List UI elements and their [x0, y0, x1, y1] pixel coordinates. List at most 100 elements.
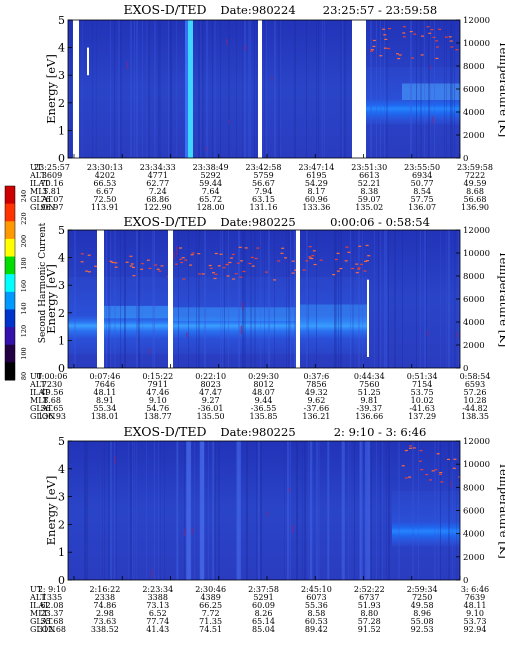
table-row-label: GLON	[30, 203, 55, 212]
signal-dot	[372, 39, 376, 42]
y-tick-label: 0	[58, 362, 65, 375]
spectrogram	[68, 20, 460, 158]
table-cell: 2.98	[96, 609, 114, 618]
table-cell: 6073	[306, 593, 326, 602]
spectrogram-stripe	[388, 441, 390, 580]
signal-dot	[251, 265, 255, 267]
spectrogram-stripe	[374, 230, 375, 368]
table-cell: 338.52	[91, 625, 119, 634]
spectrogram-stripe	[424, 20, 425, 158]
spectrogram-stripe	[288, 230, 290, 368]
plasma-band-core	[300, 304, 368, 324]
signal-dot	[125, 261, 129, 263]
table-cell: 0:00:06	[37, 372, 68, 381]
signal-dot	[80, 253, 84, 255]
spectrogram-stripe	[152, 230, 154, 368]
spectrogram-stripe	[200, 20, 201, 158]
signal-dot	[448, 36, 452, 38]
signal-dot	[132, 275, 136, 277]
spectrogram-stripe	[336, 230, 337, 368]
spectrogram	[68, 441, 460, 580]
table-cell: 57.26	[464, 388, 487, 397]
signal-dot	[160, 265, 164, 267]
spectrogram-stripe	[136, 20, 138, 158]
spectrogram-stripe	[199, 441, 205, 580]
spectrogram-stripe	[362, 230, 363, 368]
spectrogram-stripe	[424, 230, 426, 368]
y-tick-label: 2	[58, 518, 65, 531]
signal-dot	[382, 28, 386, 30]
signal-dot	[370, 49, 374, 51]
signal-dot	[430, 28, 434, 31]
y2-tick-label: 6000	[463, 85, 485, 95]
noise-mark	[266, 511, 269, 517]
signal-dot	[129, 265, 133, 267]
spectrogram-stripe	[120, 230, 121, 368]
spectrogram-stripe	[168, 20, 169, 158]
signal-dot	[395, 53, 399, 55]
signal-dot	[240, 260, 244, 262]
table-row-label: UT	[30, 163, 43, 172]
noise-mark	[183, 528, 186, 537]
table-cell: 60.09	[252, 601, 275, 610]
signal-dot	[312, 250, 316, 252]
table-row-label: GLAT	[30, 617, 53, 626]
spectrogram-stripe	[380, 441, 381, 580]
table-cell: 23:30:13	[87, 163, 123, 172]
y-tick-label: 5	[58, 14, 65, 27]
table-cell: 9.10	[466, 609, 484, 618]
panel-title: EXOS-D/TED	[123, 424, 206, 439]
y2-tick-label: 8000	[463, 483, 485, 493]
y2-tick-label: 4000	[463, 530, 485, 540]
colorbar-segment	[5, 238, 15, 258]
spectrogram-stripe	[304, 441, 306, 580]
signal-dot	[355, 272, 359, 274]
table-cell: 135.85	[250, 412, 278, 421]
plasma-band-core	[402, 83, 460, 101]
table-cell: 9.62	[307, 396, 325, 405]
signal-dot	[80, 261, 84, 263]
table-cell: 8.68	[466, 187, 484, 196]
spectrogram-stripe	[452, 20, 453, 158]
signal-dot	[181, 257, 185, 259]
table-cell: 0:44:34	[354, 372, 385, 381]
table-row-label: ALT	[29, 380, 46, 389]
table-cell: 63.15	[252, 195, 275, 204]
noise-mark	[240, 325, 243, 335]
signal-dot	[436, 453, 440, 455]
spectrogram-stripe	[294, 20, 296, 158]
table-cell: 89.42	[305, 625, 328, 634]
spectrogram-stripe	[296, 441, 298, 580]
table-cell: 136.07	[408, 203, 436, 212]
table-cell: 7639	[465, 593, 485, 602]
signal-dot	[387, 27, 391, 30]
table-row-label: ALT	[29, 171, 46, 180]
spectrogram-stripe	[430, 20, 431, 158]
colorbar-tick-label: 140	[20, 302, 28, 314]
signal-dot	[182, 278, 186, 280]
spectrogram-stripe	[134, 441, 135, 580]
y2-tick-label: 4000	[463, 108, 485, 118]
signal-dot	[366, 260, 370, 262]
table-cell: 48.11	[93, 388, 116, 397]
spectrogram-stripe	[260, 230, 261, 368]
spectrogram-stripe	[386, 230, 387, 368]
spectrogram-stripe	[154, 230, 155, 368]
spectrogram-stripe	[412, 441, 414, 580]
table-cell: 92.94	[464, 625, 487, 634]
table-cell: 59.07	[358, 195, 381, 204]
y2-tick-label: 10000	[463, 39, 490, 49]
table-cell: 92.53	[411, 625, 434, 634]
table-cell: 9.81	[360, 396, 378, 405]
table-row-label: ILAT	[30, 179, 50, 188]
spectrogram-stripe	[86, 441, 88, 580]
data-gap	[367, 279, 369, 357]
data-gap	[296, 230, 300, 368]
spectrogram-stripe	[164, 441, 165, 580]
table-cell: 66.53	[93, 179, 116, 188]
spectrogram-stripe	[420, 230, 421, 368]
spectrogram-stripe	[344, 20, 346, 158]
spectrogram-stripe	[318, 20, 319, 158]
spectrogram-stripe	[198, 230, 200, 368]
table-cell: 56.65	[41, 404, 64, 413]
